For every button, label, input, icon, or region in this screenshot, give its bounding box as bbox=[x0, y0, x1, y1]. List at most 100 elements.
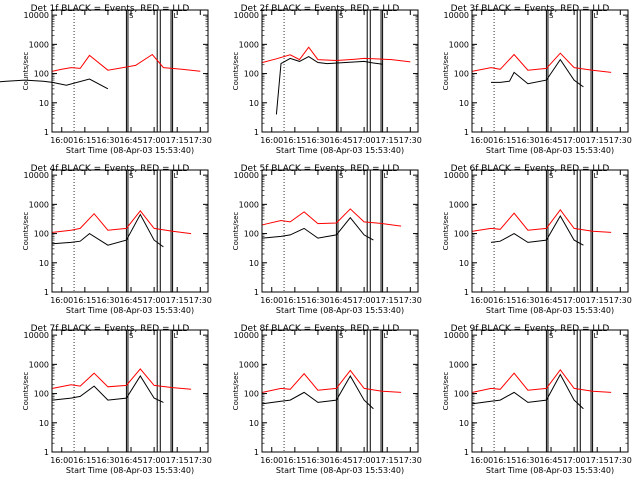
y-tick-label: 10000 bbox=[234, 171, 259, 180]
y-axis-label: Counts/sec bbox=[442, 52, 450, 91]
events-series-line bbox=[491, 58, 584, 88]
flag-label: L bbox=[594, 332, 598, 340]
y-tick-label: 100 bbox=[34, 230, 49, 239]
y-axis-label: Counts/sec bbox=[232, 372, 240, 411]
x-tick-label: 17:15 bbox=[586, 296, 609, 305]
x-axis-label: Start Time (08-Apr-03 15:53:40) bbox=[276, 466, 404, 475]
flag-label: S bbox=[129, 172, 134, 180]
flag-label: L bbox=[174, 332, 178, 340]
x-tick-label: 17:30 bbox=[609, 136, 632, 145]
y-tick-label: 100 bbox=[244, 230, 259, 239]
y-tick-label: 100 bbox=[244, 70, 259, 79]
y-tick-label: 10000 bbox=[24, 331, 49, 340]
lld-series-line bbox=[262, 208, 402, 227]
x-tick-label: 16:45 bbox=[539, 136, 562, 145]
x-tick-label: 17:15 bbox=[376, 136, 399, 145]
y-tick-label: 1000 bbox=[239, 40, 259, 49]
flag-label: S bbox=[339, 172, 344, 180]
y-tick-label: 10000 bbox=[234, 11, 259, 20]
y-axis-label: Counts/sec bbox=[442, 372, 450, 411]
flag-label: L bbox=[384, 332, 388, 340]
lld-series-line bbox=[472, 368, 612, 393]
x-tick-label: 16:45 bbox=[119, 136, 142, 145]
y-axis-label: Counts/sec bbox=[232, 52, 240, 91]
lld-series-line bbox=[472, 208, 612, 233]
y-tick-label: 1 bbox=[254, 448, 259, 457]
lld-series-line bbox=[52, 209, 192, 235]
y-tick-label: 100 bbox=[454, 70, 469, 79]
x-tick-label: 16:15 bbox=[73, 296, 96, 305]
x-tick-label: 16:30 bbox=[516, 456, 539, 465]
y-tick-label: 1000 bbox=[449, 40, 469, 49]
y-tick-label: 10 bbox=[249, 99, 259, 108]
y-tick-label: 100 bbox=[454, 230, 469, 239]
x-tick-label: 17:30 bbox=[189, 456, 212, 465]
panel-title: Det 7f BLACK = Events, RED = LLD bbox=[31, 324, 190, 334]
x-tick-label: 17:15 bbox=[586, 136, 609, 145]
y-tick-label: 100 bbox=[244, 390, 259, 399]
x-tick-label: 16:15 bbox=[493, 296, 516, 305]
y-axis-label: Counts/sec bbox=[22, 372, 30, 411]
y-tick-label: 1000 bbox=[29, 360, 49, 369]
x-tick-label: 16:00 bbox=[50, 136, 73, 145]
x-tick-label: 17:00 bbox=[563, 136, 586, 145]
y-tick-label: 10 bbox=[39, 259, 49, 268]
y-tick-label: 1 bbox=[44, 288, 49, 297]
x-tick-label: 17:00 bbox=[143, 136, 166, 145]
y-tick-label: 1 bbox=[44, 128, 49, 137]
plot-frame bbox=[51, 9, 209, 133]
x-tick-label: 16:00 bbox=[260, 456, 283, 465]
x-tick-label: 17:15 bbox=[166, 456, 189, 465]
y-tick-label: 10000 bbox=[24, 171, 49, 180]
x-tick-label: 17:15 bbox=[166, 136, 189, 145]
x-tick-label: 17:15 bbox=[376, 456, 399, 465]
y-tick-label: 10000 bbox=[234, 331, 259, 340]
flag-label: S bbox=[549, 172, 554, 180]
y-axis-label: Counts/sec bbox=[22, 52, 30, 91]
panel-title: Det 6f BLACK = Events, RED = LLD bbox=[451, 164, 610, 174]
x-axis-label: Start Time (08-Apr-03 15:53:40) bbox=[486, 306, 614, 315]
plot-frame bbox=[471, 9, 629, 133]
y-tick-label: 10 bbox=[39, 99, 49, 108]
events-series-line bbox=[0, 78, 109, 90]
y-tick-label: 1000 bbox=[239, 360, 259, 369]
y-tick-label: 10 bbox=[459, 99, 469, 108]
x-axis-label: Start Time (08-Apr-03 15:53:40) bbox=[276, 306, 404, 315]
y-tick-label: 10 bbox=[249, 419, 259, 428]
y-tick-label: 1 bbox=[464, 128, 469, 137]
x-tick-label: 16:45 bbox=[119, 456, 142, 465]
x-tick-label: 16:30 bbox=[516, 296, 539, 305]
x-axis-label: Start Time (08-Apr-03 15:53:40) bbox=[486, 466, 614, 475]
flag-label: S bbox=[129, 12, 134, 20]
y-axis-label: Counts/sec bbox=[22, 212, 30, 251]
x-tick-label: 16:30 bbox=[96, 456, 119, 465]
plot-frame bbox=[51, 329, 209, 453]
y-axis-label: Counts/sec bbox=[232, 212, 240, 251]
x-tick-label: 17:00 bbox=[353, 296, 376, 305]
y-tick-label: 10 bbox=[459, 259, 469, 268]
y-axis-label: Counts/sec bbox=[442, 212, 450, 251]
panel-title: Det 9f BLACK = Events, RED = LLD bbox=[451, 324, 610, 334]
x-tick-label: 17:30 bbox=[399, 296, 422, 305]
y-tick-label: 10000 bbox=[24, 11, 49, 20]
x-tick-label: 17:15 bbox=[586, 456, 609, 465]
panel-title: Det 3f BLACK = Events, RED = LLD bbox=[451, 4, 610, 14]
events-series-line bbox=[52, 213, 164, 248]
x-tick-label: 16:15 bbox=[493, 456, 516, 465]
lld-series-line bbox=[262, 369, 402, 393]
panel-title: Det 4f BLACK = Events, RED = LLD bbox=[31, 164, 190, 174]
x-tick-label: 17:15 bbox=[166, 296, 189, 305]
x-tick-label: 17:00 bbox=[143, 456, 166, 465]
y-tick-label: 10000 bbox=[444, 171, 469, 180]
plot-frame bbox=[51, 169, 209, 293]
y-tick-label: 100 bbox=[34, 390, 49, 399]
x-tick-label: 16:30 bbox=[96, 136, 119, 145]
x-tick-label: 16:00 bbox=[470, 136, 493, 145]
x-tick-label: 17:30 bbox=[609, 456, 632, 465]
x-tick-label: 17:00 bbox=[353, 456, 376, 465]
flag-label: S bbox=[549, 332, 554, 340]
panel-title: Det 2f BLACK = Events, RED = LLD bbox=[241, 4, 400, 14]
y-tick-label: 10000 bbox=[444, 331, 469, 340]
x-tick-label: 16:30 bbox=[96, 296, 119, 305]
x-tick-label: 17:30 bbox=[189, 296, 212, 305]
